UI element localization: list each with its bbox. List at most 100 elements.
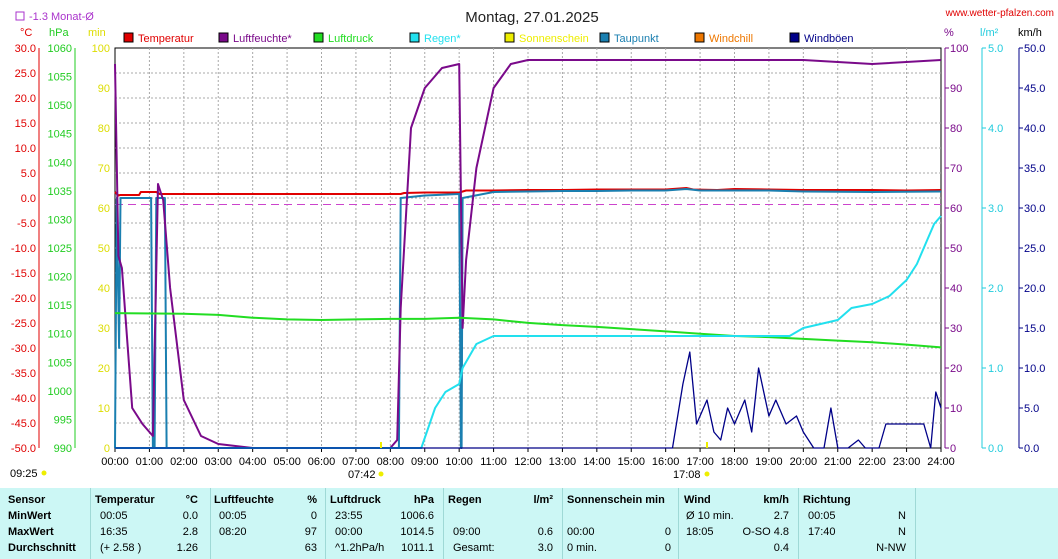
x-tick-label: 21:00: [824, 456, 852, 468]
rain-axis-tick-label: 2.0: [988, 283, 1003, 295]
stats-header: km/h: [763, 494, 789, 506]
wind-axis-tick-label: 45.0: [1024, 83, 1045, 95]
stats-cell: 08:20: [219, 526, 247, 538]
stats-cell: O-SO 4.8: [742, 526, 789, 538]
stats-cell: 09:00: [453, 526, 481, 538]
stats-column-divider: [798, 488, 799, 559]
temp-axis-tick-label: 15.0: [15, 118, 36, 130]
x-tick-label: 15:00: [617, 456, 645, 468]
temp-axis-tick-label: 30.0: [15, 43, 36, 55]
x-tick-label: 01:00: [136, 456, 164, 468]
temp-axis-tick-label: -30.0: [11, 343, 36, 355]
stats-column-divider: [443, 488, 444, 559]
stats-header: %: [307, 494, 317, 506]
pressure-unit: hPa: [49, 27, 69, 39]
humidity-axis-tick-label: 50: [950, 243, 962, 255]
x-tick-label: 24:00: [927, 456, 955, 468]
humidity-axis-tick-label: 30: [950, 323, 962, 335]
stats-cell: 00:05: [100, 510, 128, 522]
x-tick-label: 23:00: [893, 456, 921, 468]
series-line: [114, 312, 942, 349]
x-tick-label: 03:00: [204, 456, 232, 468]
weather-chart: 00:00 01:00 02:00 03:00 04:00 05:00 06:00 07:00…: [10, 8, 1054, 481]
sun-axis-tick-label: 0: [104, 443, 110, 455]
temp-axis-tick-label: -50.0: [11, 443, 36, 455]
stats-column-divider: [90, 488, 91, 559]
sun-axis-tick-label: 40: [98, 283, 110, 295]
pressure-axis-tick-label: 1005: [48, 357, 72, 369]
sun-axis-tick-label: 20: [98, 363, 110, 375]
sun-axis-tick-label: 80: [98, 123, 110, 135]
sun-marker: [378, 471, 384, 477]
pressure-axis-tick-label: 1025: [48, 243, 72, 255]
stats-cell: 0.6: [537, 526, 553, 538]
stats-cell: N: [898, 510, 906, 522]
stats-cell: 00:05: [808, 510, 836, 522]
temp-axis-tick-label: -20.0: [11, 293, 36, 305]
temp-axis-tick-label: -5.0: [17, 218, 36, 230]
pressure-axis-tick-label: 1015: [48, 300, 72, 312]
x-tick-label: 20:00: [790, 456, 818, 468]
legend-swatch: [789, 32, 800, 43]
pressure-axis-tick-label: 990: [54, 443, 72, 455]
stats-cell: 23:55: [335, 510, 363, 522]
stats-cell: Ø 10 min.: [686, 510, 734, 522]
stats-cell: 0.0: [182, 510, 198, 522]
legend-label: Windböen: [804, 33, 854, 45]
legend-label: Sonnenschein: [519, 33, 589, 45]
humidity-axis-tick-label: 10: [950, 403, 962, 415]
stats-cell: 00:00: [567, 526, 595, 538]
x-tick-label: 12:00: [514, 456, 542, 468]
x-tick-label: 18:00: [721, 456, 749, 468]
sun-axis-tick-label: 60: [98, 203, 110, 215]
rain-axis-tick-label: 4.0: [988, 123, 1003, 135]
sun-axis-tick-label: 10: [98, 403, 110, 415]
stats-header: Richtung: [803, 494, 851, 506]
wind-unit: km/h: [1018, 27, 1042, 39]
stats-row-label: MinWert: [8, 510, 52, 522]
temp-axis-tick-label: 5.0: [21, 168, 36, 180]
rain-axis-tick-label: 1.0: [988, 363, 1003, 375]
sun-axis-tick-label: 50: [98, 243, 110, 255]
temp-axis-tick-label: -10.0: [11, 243, 36, 255]
legend-label: Taupunkt: [614, 33, 659, 45]
humidity-axis-tick-label: 40: [950, 283, 962, 295]
legend-label: Luftfeuchte*: [233, 33, 292, 45]
x-tick-label: 08:00: [377, 456, 405, 468]
stats-cell: 16:35: [100, 526, 128, 538]
chart-grid: [114, 47, 942, 452]
legend-label: Regen*: [424, 33, 461, 45]
temp-axis-tick-label: 20.0: [15, 93, 36, 105]
chart-legend: Temperatur Luftfeuchte* Luftdruck Regen* Son…: [123, 32, 854, 45]
stats-cell: 0: [664, 526, 671, 538]
legend-swatch: [599, 32, 610, 43]
stats-cell: (+ 2.58 ): [100, 542, 142, 554]
stats-header: Luftdruck: [330, 494, 381, 506]
legend-swatch: [504, 32, 515, 43]
stats-header: l/m²: [533, 494, 553, 506]
temp-axis-tick-label: -15.0: [11, 268, 36, 280]
temp-axis-tick-label: 0.0: [21, 193, 36, 205]
temp-axis-tick-label: -40.0: [11, 393, 36, 405]
sun-axis-tick-label: 90: [98, 83, 110, 95]
wind-axis-tick-label: 10.0: [1024, 363, 1045, 375]
x-tick-label: 11:00: [480, 456, 507, 468]
legend-swatch: [694, 32, 705, 43]
time-end: 17:08: [673, 469, 701, 481]
humidity-axis-tick-label: 80: [950, 123, 962, 135]
temp-axis-tick-label: -45.0: [11, 418, 36, 430]
sun-axis-tick-label: 30: [98, 323, 110, 335]
humidity-axis-tick-label: 60: [950, 203, 962, 215]
legend-swatch: [409, 32, 420, 43]
x-tick-label: 04:00: [239, 456, 267, 468]
stats-header: Sonnenschein min: [567, 494, 665, 506]
rain-unit: l/m²: [980, 27, 999, 39]
stats-cell: 97: [304, 526, 317, 538]
chart-series: [114, 59, 942, 449]
legend-label: Windchill: [709, 33, 753, 45]
series-line: [115, 215, 942, 449]
legend-swatch: [313, 32, 324, 43]
stats-cell: 0: [310, 510, 317, 522]
stats-header: hPa: [413, 494, 434, 506]
time-mid: 07:42: [348, 469, 376, 481]
